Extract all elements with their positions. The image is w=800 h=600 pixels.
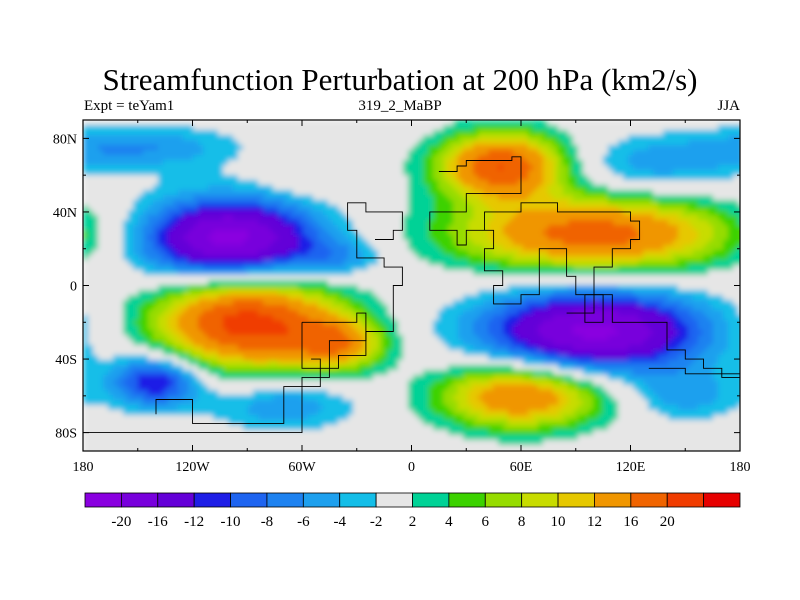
colorbar-label: 4 <box>445 514 453 530</box>
colorbar-label: -20 <box>111 514 131 530</box>
season-label: JJA <box>717 98 740 114</box>
lat-label: 40N <box>53 206 77 221</box>
colorbar-label: 20 <box>660 514 675 530</box>
lon-label: 180 <box>730 460 751 475</box>
longitude-axis: 180 120W 60W 0 60E 120E 180 <box>73 120 751 475</box>
colorbar-label: 10 <box>551 514 566 530</box>
colorbar-swatch <box>703 492 741 508</box>
colorbar-swatch <box>230 492 268 508</box>
colorbar-label: -16 <box>148 514 168 530</box>
colorbar-swatch <box>666 492 705 508</box>
run-label: 319_2_MaBP <box>358 98 442 114</box>
colorbar-label: 16 <box>623 514 639 530</box>
latitude-axis: 80N 40N 0 40S 80S <box>53 132 740 442</box>
coastline-2 <box>155 358 321 424</box>
colorbar-label: -2 <box>370 514 383 530</box>
lat-label: 80N <box>53 132 77 147</box>
colorbar-swatch <box>84 492 122 508</box>
lat-label: 40S <box>55 353 77 368</box>
colorbar-label: -6 <box>297 514 310 530</box>
colorbar-label: 6 <box>482 514 490 530</box>
colorbar: -20 -16 -12 -10 -8 -6 -4 -2 2 4 6 8 10 12 16 20 <box>84 492 741 530</box>
colorbar-swatch <box>484 492 523 508</box>
lat-label: 80S <box>55 427 77 442</box>
colorbar-label: -4 <box>333 514 346 530</box>
colorbar-swatch <box>557 492 595 508</box>
colorbar-swatch <box>302 492 341 508</box>
coastline-0 <box>429 156 641 305</box>
colorbar-swatch <box>412 492 450 508</box>
colorbar-swatch <box>339 492 377 508</box>
lon-label: 0 <box>408 460 415 475</box>
colorbar-label: 2 <box>409 514 417 530</box>
experiment-label: Expt = teYam1 <box>84 98 175 114</box>
colorbar-swatch <box>375 492 413 508</box>
lat-label: 0 <box>70 280 77 295</box>
colorbar-swatch <box>193 492 231 508</box>
coastline-6 <box>648 367 740 375</box>
plot-title: Streamfunction Perturbation at 200 hPa (… <box>102 62 698 97</box>
colorbar-swatch <box>448 492 486 508</box>
colorbar-label: -8 <box>261 514 274 530</box>
colorbar-label: -12 <box>184 514 204 530</box>
lon-label: 60E <box>510 460 533 475</box>
lon-label: 120E <box>616 460 646 475</box>
lon-label: 180 <box>73 460 94 475</box>
colorbar-swatch <box>594 492 632 508</box>
colorbar-swatch <box>630 492 668 508</box>
colorbar-swatch <box>521 492 559 508</box>
coastlines <box>83 156 740 434</box>
colorbar-label: 12 <box>587 514 602 530</box>
colorbar-label: 8 <box>518 514 526 530</box>
contour-field <box>83 120 740 451</box>
colorbar-swatch <box>266 492 304 508</box>
colorbar-label: -10 <box>221 514 241 530</box>
coastline-1 <box>83 202 403 434</box>
colorbar-swatch <box>157 492 195 508</box>
lon-label: 60W <box>288 460 316 475</box>
lon-label: 120W <box>175 460 210 475</box>
coastline-3 <box>301 312 367 369</box>
coastline-5 <box>584 294 604 323</box>
colorbar-swatch <box>120 492 159 508</box>
